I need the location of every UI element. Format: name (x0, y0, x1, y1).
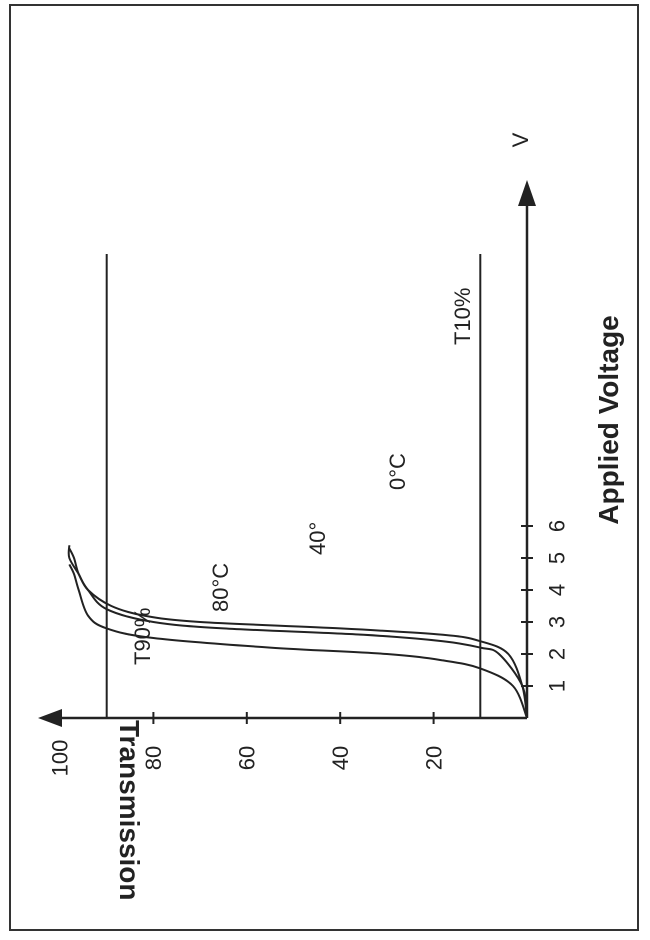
voltage-tick-label: 4 (545, 584, 570, 596)
series-label-0c: 0°C (385, 453, 410, 490)
transmission-tick-label: 100 (48, 740, 73, 777)
transmission-tick-label: 20 (421, 746, 446, 770)
series-label-40: 40° (305, 522, 330, 555)
x-axis-title: Applied Voltage (593, 315, 624, 525)
t90-label: T90% (130, 608, 155, 665)
transmission-tick-label: 60 (235, 746, 260, 770)
voltage-tick-label: 3 (545, 616, 570, 628)
chart-border (9, 4, 639, 931)
transmission-axis-arrow (38, 709, 62, 727)
voltage-tick-label: 5 (545, 552, 570, 564)
series-label-80c: 80°C (208, 563, 233, 612)
voltage-tick-label: 2 (545, 648, 570, 660)
x-axis-unit: V (508, 132, 533, 147)
voltage-tick-label: 1 (545, 680, 570, 692)
t10-label: T10% (450, 288, 475, 345)
series-curve-1 (68, 547, 528, 719)
transmission-tick-label: 80 (141, 746, 166, 770)
y-axis-title: Transmission (114, 720, 145, 901)
transmission-tick-label: 40 (328, 746, 353, 770)
series-curve-2 (68, 563, 528, 719)
voltage-axis-arrow (518, 180, 536, 206)
voltage-tick-label: 6 (545, 520, 570, 532)
